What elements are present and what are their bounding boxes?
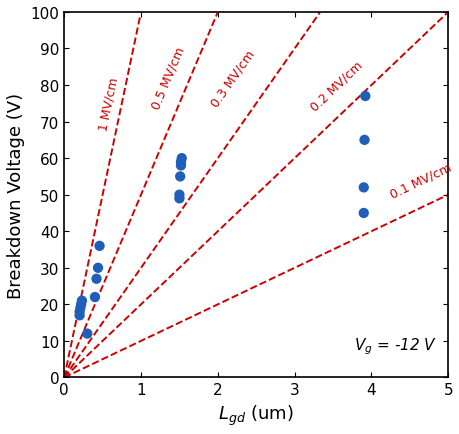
Point [84,330,91,337]
Point [359,184,367,191]
Y-axis label: Breakdown Voltage (V): Breakdown Voltage (V) [7,92,25,298]
Text: 0.3 MV/cm: 0.3 MV/cm [208,48,257,109]
Point [76,309,83,316]
Point [77,305,84,312]
Point [175,195,183,202]
Point [361,93,368,100]
Point [77,301,84,308]
Point [177,159,184,166]
Point [78,298,85,305]
Point [178,155,185,162]
Point [175,192,183,199]
Text: 0.1 MV/cm: 0.1 MV/cm [388,161,453,201]
Point [91,294,98,301]
Point [94,265,101,272]
Text: 0.5 MV/cm: 0.5 MV/cm [149,46,186,112]
Text: 0.2 MV/cm: 0.2 MV/cm [308,58,364,113]
Point [95,243,103,250]
Text: $V_g$ = -12 V: $V_g$ = -12 V [353,335,436,356]
Point [177,163,184,170]
X-axis label: $L_{gd}$ (um): $L_{gd}$ (um) [218,403,293,427]
Point [359,210,367,217]
Point [176,174,184,181]
Point [93,276,100,283]
Point [360,137,367,144]
Point [76,312,83,319]
Text: 1 MV/cm: 1 MV/cm [96,76,120,132]
